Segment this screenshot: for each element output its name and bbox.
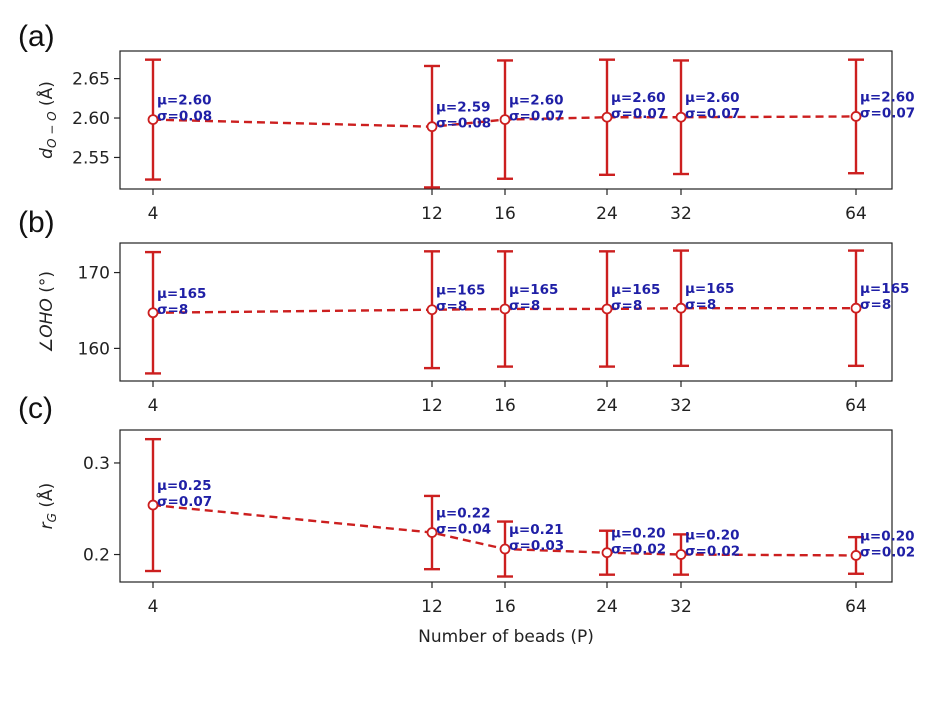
mean-label: μ=165 <box>436 283 485 299</box>
sigma-label: σ=0.02 <box>685 544 740 560</box>
mean-label: μ=0.25 <box>157 478 212 494</box>
data-point <box>675 111 687 123</box>
y-tick-label: 2.60 <box>72 109 110 129</box>
sigma-label: σ=8 <box>436 299 467 315</box>
mean-label: μ=0.20 <box>860 528 915 544</box>
axes-frame <box>119 50 893 190</box>
y-tick-label: 160 <box>78 339 110 359</box>
series-line <box>152 307 856 314</box>
x-tick-label: 16 <box>494 204 516 224</box>
data-point <box>675 302 687 314</box>
sigma-label: σ=0.02 <box>860 544 915 560</box>
mean-label: μ=165 <box>860 281 909 297</box>
mean-label: μ=2.60 <box>157 93 212 109</box>
mean-label: μ=165 <box>157 286 206 302</box>
sigma-label: σ=0.07 <box>611 106 666 122</box>
data-point <box>601 547 613 559</box>
x-tick-label: 12 <box>421 396 443 416</box>
data-point <box>850 111 862 122</box>
mean-label: μ=2.60 <box>860 89 915 105</box>
sigma-label: σ=0.03 <box>509 538 564 554</box>
x-tick-label: 32 <box>670 597 692 617</box>
data-point <box>601 303 613 315</box>
sigma-label: σ=0.07 <box>157 494 212 510</box>
sigma-label: σ=8 <box>157 302 188 318</box>
sigma-label: σ=0.07 <box>509 109 564 125</box>
x-tick-label: 24 <box>596 204 618 224</box>
data-point <box>601 111 613 123</box>
data-point <box>499 303 511 315</box>
mean-label: μ=2.60 <box>611 90 666 106</box>
panel-3: (c) 0.2 0.3 4 12 16 24 32 64 rG (Å) Number of bead… <box>18 392 915 647</box>
mean-label: μ=2.60 <box>685 90 740 106</box>
sigma-label: σ=0.08 <box>436 116 491 132</box>
sigma-label: σ=0.07 <box>685 106 740 122</box>
data-point <box>850 550 862 561</box>
axes-frame <box>119 429 893 583</box>
x-tick-label: 4 <box>148 204 159 224</box>
data-point <box>426 527 438 538</box>
mean-label: μ=0.20 <box>611 526 666 542</box>
x-tick-label: 64 <box>845 396 867 416</box>
data-point <box>147 499 159 511</box>
panel-letter: (b) <box>18 206 55 239</box>
y-tick-label: 2.65 <box>72 70 110 90</box>
data-point <box>426 121 438 133</box>
x-tick-label: 12 <box>421 597 443 617</box>
mean-label: μ=2.59 <box>436 100 491 116</box>
sigma-label: σ=0.07 <box>860 105 915 121</box>
y-tick-label: 0.2 <box>83 546 110 566</box>
mean-label: μ=2.60 <box>509 93 564 109</box>
mean-label: μ=165 <box>685 281 734 297</box>
sigma-label: σ=8 <box>509 298 540 314</box>
sigma-label: σ=0.04 <box>436 522 491 538</box>
x-tick-label: 32 <box>670 204 692 224</box>
sigma-label: σ=8 <box>860 297 891 313</box>
x-tick-label: 64 <box>845 204 867 224</box>
x-tick-label: 32 <box>670 396 692 416</box>
x-tick-label: 4 <box>148 396 159 416</box>
mean-label: μ=0.20 <box>685 528 740 544</box>
x-tick-label: 24 <box>596 396 618 416</box>
axes-frame <box>119 242 893 382</box>
x-tick-label: 24 <box>596 597 618 617</box>
data-point <box>426 304 438 316</box>
mean-label: μ=0.21 <box>509 522 564 538</box>
panel-letter: (a) <box>18 20 55 53</box>
y-axis-title: ∠OHO (°) <box>37 271 57 353</box>
y-tick-label: 0.3 <box>83 454 110 474</box>
mean-label: μ=165 <box>611 282 660 298</box>
data-point <box>499 114 511 126</box>
y-tick-label: 170 <box>78 264 110 284</box>
panel-letter: (c) <box>18 392 53 425</box>
data-point <box>147 307 159 319</box>
x-tick-label: 16 <box>494 597 516 617</box>
panel-1: (a) 2.55 2.60 2.65 4 12 16 24 32 64 dO − O (Å) μ=2.… <box>18 20 915 224</box>
sigma-label: σ=0.08 <box>157 109 212 125</box>
y-axis-title: dO − O (Å) <box>35 81 59 159</box>
data-point <box>850 302 862 314</box>
series-line <box>152 115 857 128</box>
x-tick-label: 64 <box>845 597 867 617</box>
y-axis-title: rG (Å) <box>35 483 59 530</box>
sigma-label: σ=0.02 <box>611 542 666 558</box>
x-tick-label: 16 <box>494 396 516 416</box>
data-point <box>499 543 511 555</box>
x-tick-label: 12 <box>421 204 443 224</box>
series-line <box>152 503 857 557</box>
data-point <box>147 114 159 126</box>
mean-label: μ=165 <box>509 282 558 298</box>
x-tick-label: 4 <box>148 597 159 617</box>
mean-label: μ=0.22 <box>436 506 491 522</box>
sigma-label: σ=8 <box>685 297 716 313</box>
sigma-label: σ=8 <box>611 298 642 314</box>
data-point <box>675 549 687 560</box>
x-axis-title: Number of beads (P) <box>418 627 594 647</box>
y-tick-label: 2.55 <box>72 148 110 168</box>
